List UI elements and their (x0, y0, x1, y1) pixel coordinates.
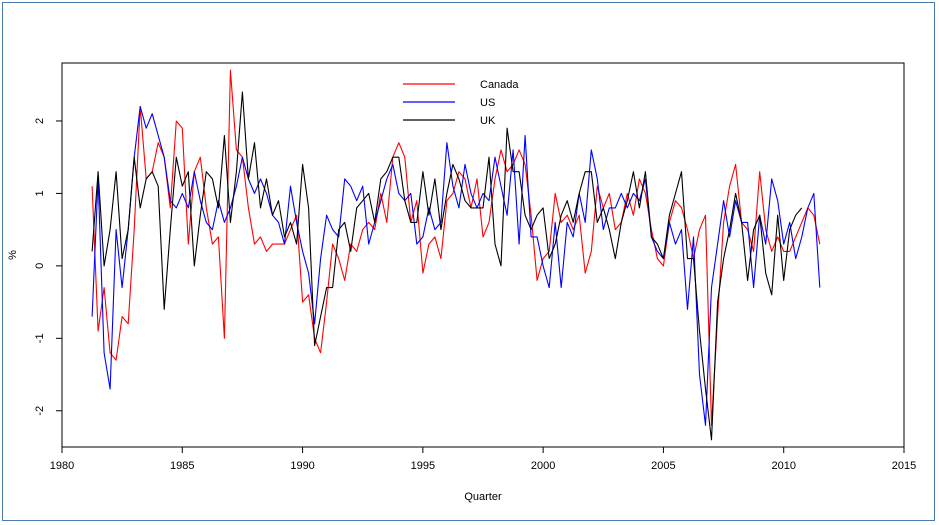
x-axis: 1980 1985 1990 1995 2000 2005 2010 2015 (50, 447, 916, 472)
x-tick-label: 2015 (892, 460, 916, 472)
x-tick-label: 1995 (411, 460, 435, 472)
x-tick-label: 2000 (531, 460, 555, 472)
y-axis-label: % (7, 250, 19, 260)
series-line-uk (91, 91, 803, 441)
y-tick-label: -2 (34, 406, 46, 416)
legend: Canada US UK (403, 79, 519, 127)
legend-label-uk: UK (480, 115, 496, 127)
x-tick-label: 1985 (170, 460, 194, 472)
y-tick-label: 1 (34, 190, 46, 196)
x-tick-label: 2005 (651, 460, 675, 472)
series-line-canada (91, 69, 821, 426)
legend-label-canada: Canada (480, 79, 519, 91)
x-tick-label: 1990 (290, 460, 314, 472)
y-tick-label: 2 (34, 118, 46, 124)
series-layer (91, 69, 821, 441)
y-tick-label: 0 (34, 263, 46, 269)
plot-area (61, 62, 905, 448)
series-line-us (91, 105, 821, 426)
legend-label-us: US (480, 97, 495, 109)
x-tick-label: 2010 (771, 460, 795, 472)
x-tick-label: 1980 (50, 460, 74, 472)
y-tick-label: -1 (34, 333, 46, 343)
y-axis: -2 -1 0 1 2 (34, 118, 62, 416)
x-axis-label: Quarter (464, 491, 502, 503)
